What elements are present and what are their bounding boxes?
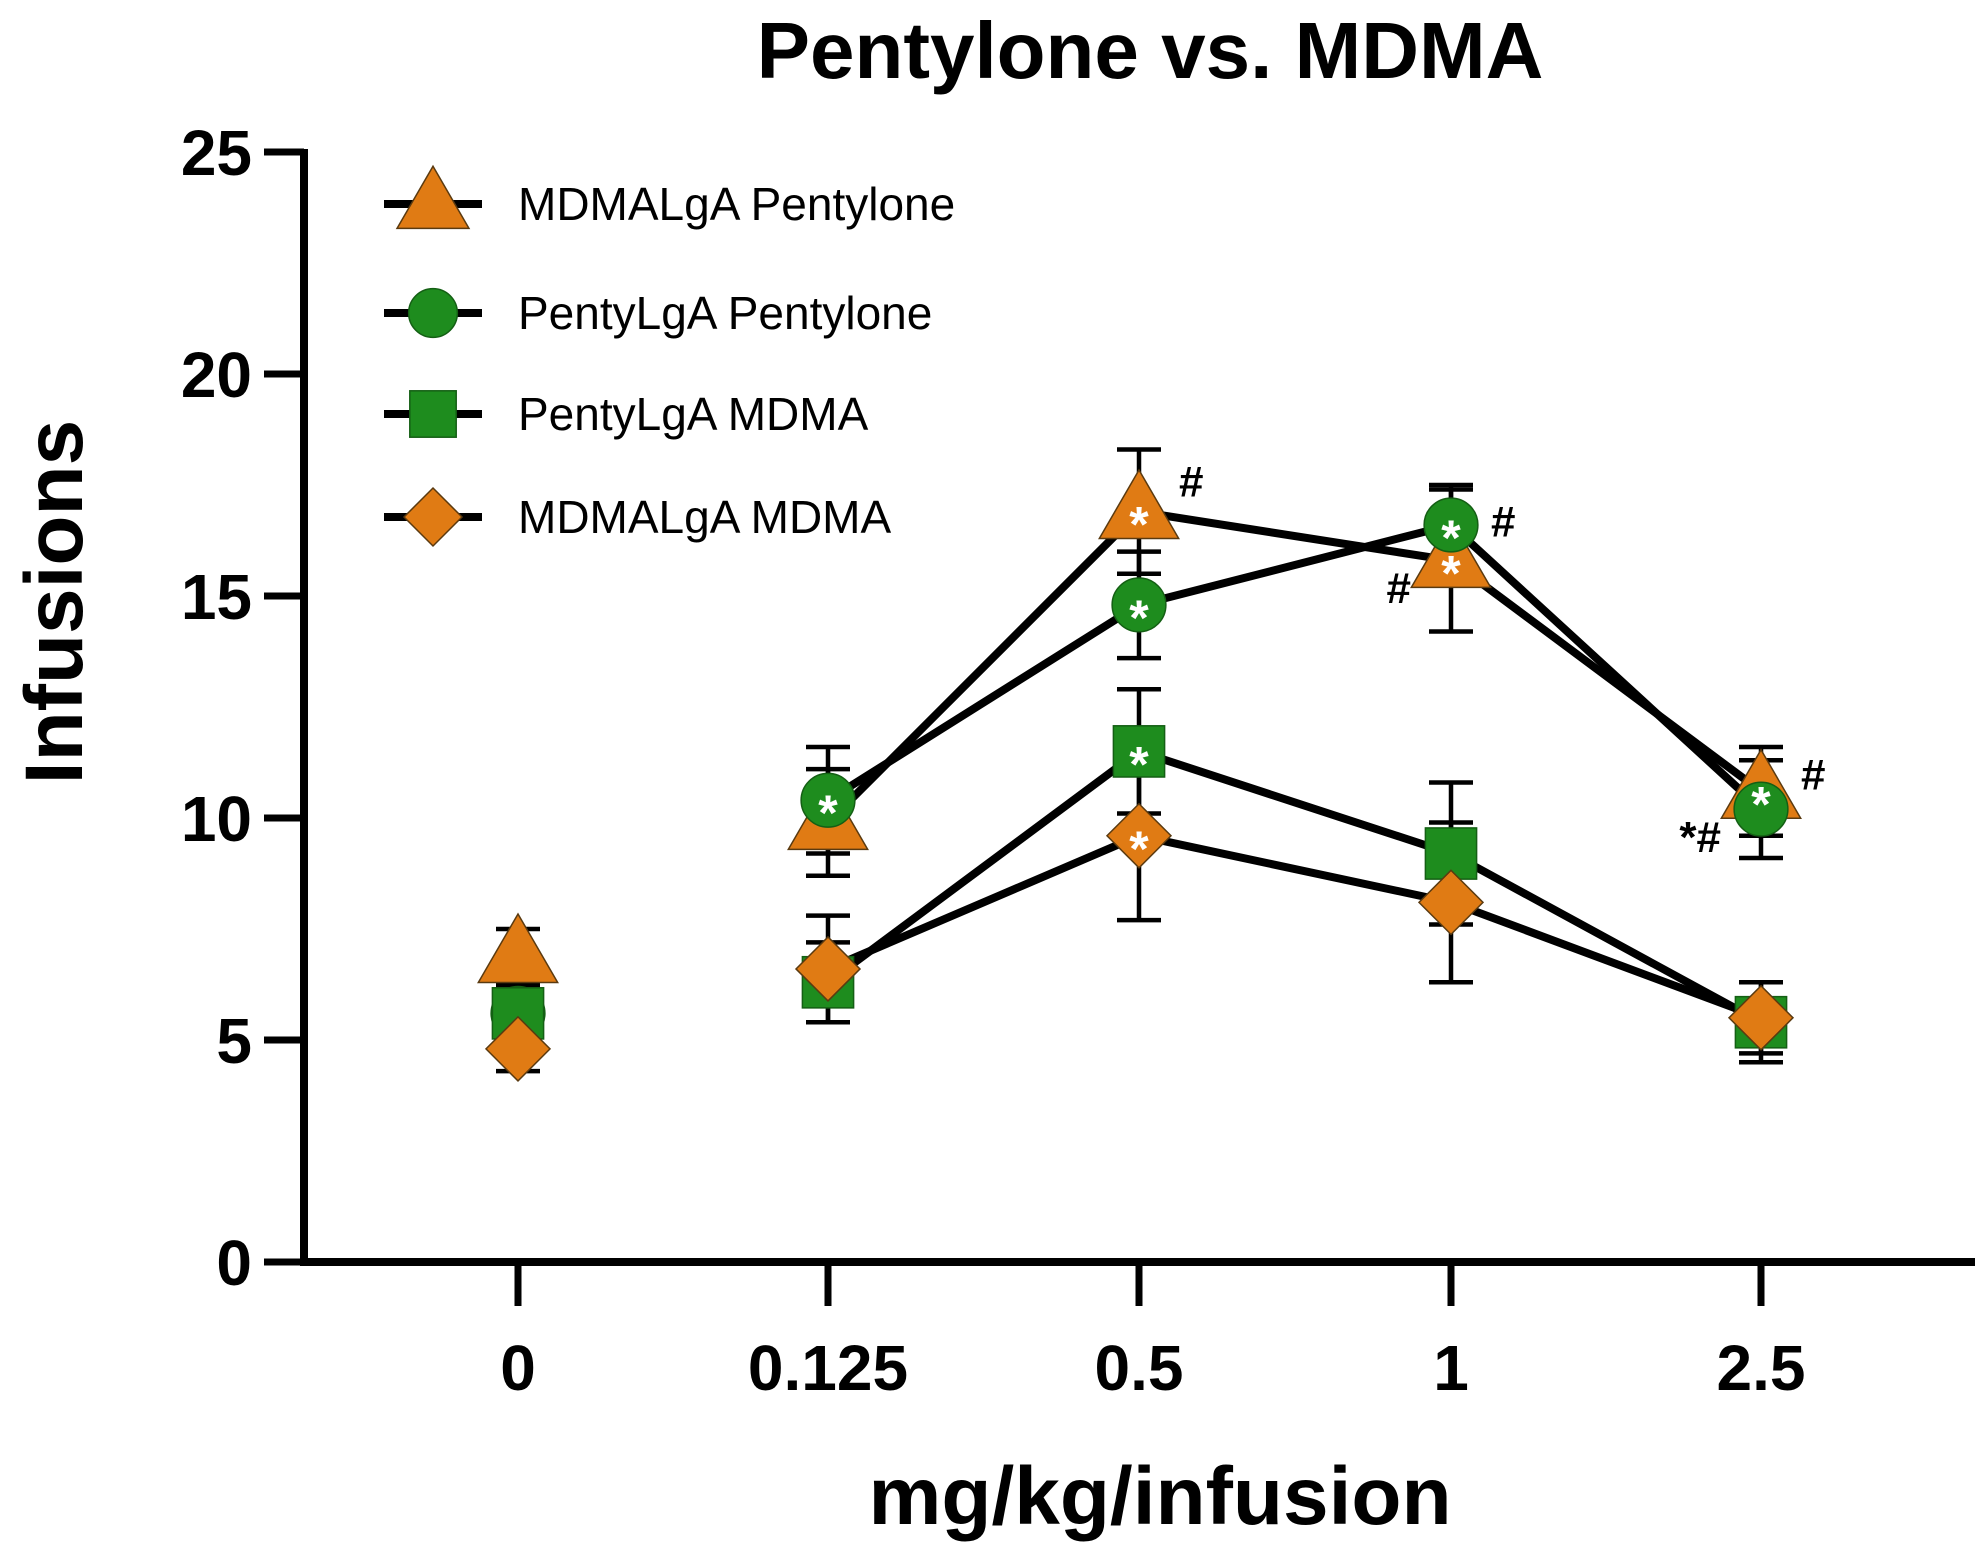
significance-mark: # [1387,564,1411,613]
annotations: ********####*# [818,458,1825,877]
significance-mark: # [1491,498,1515,547]
y-tick-label: 25 [181,117,252,189]
series-line [825,747,1763,1026]
x-tick-label: 0.125 [748,1332,908,1404]
y-tick-label: 20 [181,339,252,411]
data-point [1727,984,1795,1051]
significance-star: * [1441,545,1461,601]
data-point [1410,517,1492,589]
x-tick-label: 0 [500,1332,536,1404]
x-tick-label: 2.5 [1717,1332,1806,1404]
legend-marker [395,164,471,230]
axes: 0 5 10 15 20 25 0 0.125 0.5 1 2.5 [181,117,1975,1404]
x-axis-label: mg/kg/infusion [868,1451,1451,1542]
data-point [1733,781,1789,837]
significance-star: * [1129,497,1149,553]
data-point [1423,497,1479,553]
legend-marker [402,486,464,548]
data-point [1417,869,1485,936]
chart-title: Pentylone vs. MDMA [757,6,1544,95]
legend-marker [409,390,457,438]
data-point [800,772,856,828]
significance-mark: *# [1679,813,1721,862]
significance-star: * [1129,736,1149,792]
significance-star: * [818,785,838,841]
significance-star: * [1129,590,1149,646]
y-tick-label: 5 [216,1005,252,1077]
legend-label: PentyLgA Pentylone [518,287,932,339]
series-line [826,831,1763,1022]
series-lines [825,507,1764,1026]
significance-star: * [1129,821,1149,877]
significance-mark: # [1179,458,1203,507]
data-point [794,935,862,1003]
legend-label: MDMALgA MDMA [518,491,891,543]
significance-mark: # [1801,751,1825,800]
significance-star: * [1751,776,1771,832]
data-point [1105,802,1173,869]
x-tick-label: 1 [1433,1332,1469,1404]
legend-label: MDMALgA Pentylone [518,178,955,230]
series-line [825,520,1764,813]
legend-label: PentyLgA MDMA [518,388,869,440]
data-point [484,1015,552,1082]
y-axis-label: Infusions [9,420,100,784]
legend-marker [407,287,459,339]
series-line [825,507,1764,826]
data-point [1111,577,1167,633]
data-point [1098,468,1180,540]
legend: MDMALgA Pentylone PentyLgA Pentylone Penty… [384,164,955,548]
data-markers [477,468,1802,1082]
x-tick-label: 0.5 [1095,1332,1184,1404]
significance-star: * [1441,510,1461,566]
data-point [1112,725,1166,778]
data-point [477,912,559,984]
y-tick-label: 15 [181,561,252,633]
y-tick-label: 10 [181,783,252,855]
y-tick-label: 0 [216,1227,252,1299]
